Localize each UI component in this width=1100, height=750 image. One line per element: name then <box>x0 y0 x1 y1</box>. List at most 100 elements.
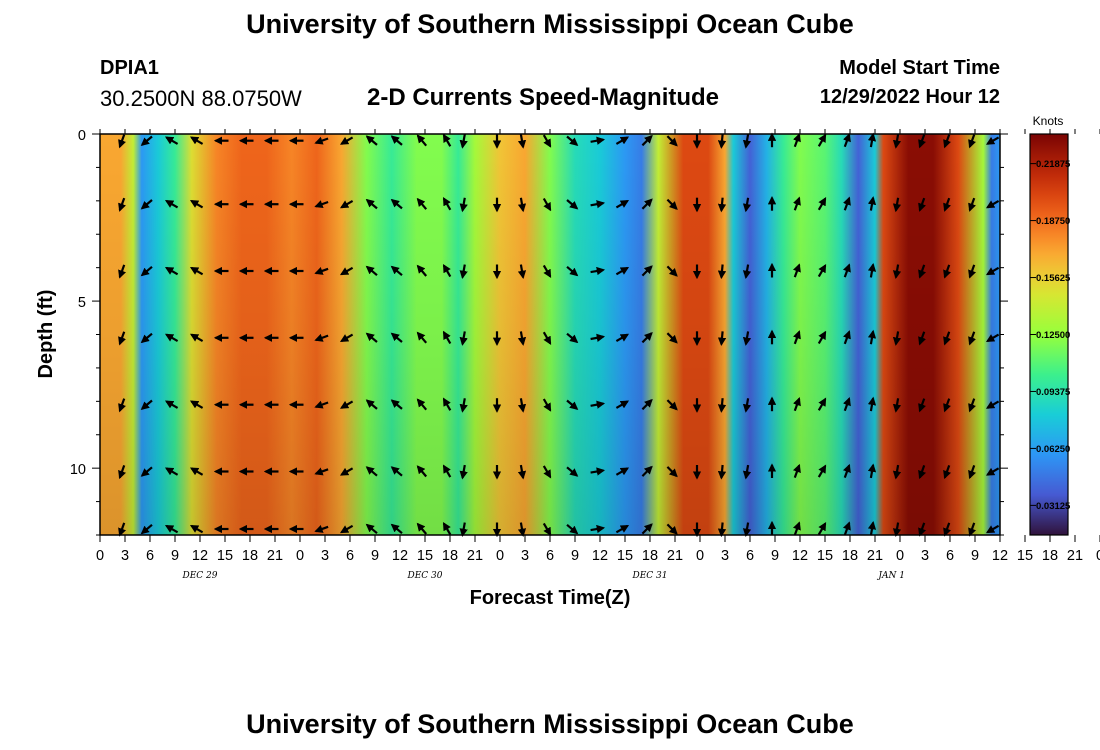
current-arrow <box>817 397 827 411</box>
current-arrow <box>566 199 579 210</box>
x-tick-label: 6 <box>546 548 554 564</box>
current-arrow <box>717 134 727 149</box>
current-arrow <box>666 332 678 344</box>
current-arrow <box>666 466 678 478</box>
current-arrow <box>985 199 1000 209</box>
current-arrow <box>641 465 653 477</box>
current-arrow <box>590 136 606 145</box>
current-arrow <box>742 197 752 213</box>
current-arrow <box>442 133 452 147</box>
current-arrow <box>615 400 630 409</box>
x-tick-label: 12 <box>192 548 208 564</box>
current-arrow <box>892 197 902 213</box>
current-arrow <box>817 263 827 278</box>
current-arrow <box>416 331 428 344</box>
current-arrow <box>968 398 977 413</box>
current-arrow <box>615 136 630 145</box>
current-arrow <box>892 331 902 346</box>
current-arrow <box>459 464 468 480</box>
x-tick-label: 6 <box>346 548 354 564</box>
current-arrow <box>985 524 1000 534</box>
current-arrow <box>968 264 977 279</box>
current-arrow <box>742 264 752 280</box>
current-arrow <box>943 197 952 212</box>
x-tick-label: 21 <box>867 548 883 564</box>
x-axis: 0 3 6 9 12 15 18 21 0 3 6 9 12 15 18 21 0 3 6 9 12 15 18 21 0 3 6 9… <box>96 129 1100 581</box>
current-arrow <box>892 134 902 149</box>
current-arrow <box>666 265 678 277</box>
current-arrow <box>867 396 877 412</box>
current-arrow <box>792 330 801 345</box>
current-arrow <box>615 467 630 476</box>
current-arrow <box>140 199 153 210</box>
current-arrow <box>968 331 977 346</box>
current-arrow <box>892 264 902 280</box>
current-arrow <box>867 520 877 536</box>
x-tick-label: 12 <box>992 548 1008 564</box>
current-arrow <box>566 265 579 277</box>
model-start-value: 12/29/2022 Hour 12 <box>819 86 1000 108</box>
colorbar-tick-label: 0.09375 <box>1036 387 1071 398</box>
current-arrow <box>442 330 452 345</box>
current-arrow <box>442 263 452 278</box>
x-tick-label: 15 <box>217 548 233 564</box>
x-tick-label: 18 <box>642 548 658 564</box>
x-tick-label: 0 <box>496 548 504 564</box>
x-tick-label: 9 <box>771 548 779 564</box>
current-arrow <box>985 467 1000 476</box>
current-arrow <box>943 331 952 346</box>
current-arrow <box>641 198 653 210</box>
y-tick-label: 5 <box>78 295 86 311</box>
current-arrow <box>416 134 428 147</box>
x-axis-label: Forecast Time(Z) <box>470 587 631 609</box>
current-arrow <box>365 523 378 535</box>
current-arrow <box>566 523 579 535</box>
current-arrow <box>314 200 329 209</box>
main-title: University of Southern Mississippi Ocean… <box>246 9 854 39</box>
y-tick-label: 0 <box>78 128 86 144</box>
current-arrow <box>517 134 527 149</box>
colorbar-tick-label: 0.15625 <box>1036 273 1071 284</box>
x-tick-label: 21 <box>267 548 283 564</box>
colorbar-tick-label: 0.21875 <box>1036 159 1071 170</box>
current-arrow <box>666 399 678 411</box>
current-arrow <box>717 331 727 346</box>
current-arrow <box>792 263 801 278</box>
current-arrow <box>717 522 727 538</box>
current-arrow <box>339 467 354 476</box>
x-tick-label: 15 <box>1017 548 1033 564</box>
current-arrow <box>314 333 329 342</box>
colorbar-tick-label: 0.03125 <box>1036 501 1071 512</box>
date-label: JAN 1 <box>876 571 905 581</box>
current-arrow <box>842 196 851 211</box>
current-arrow <box>118 465 127 480</box>
current-arrow <box>442 521 452 536</box>
current-arrow <box>892 398 902 413</box>
current-arrow <box>792 397 801 412</box>
current-arrow <box>459 264 468 280</box>
current-arrow <box>792 521 801 536</box>
x-tick-label: 6 <box>146 548 154 564</box>
current-arrow <box>365 265 378 277</box>
current-arrow <box>164 524 179 534</box>
current-arrow <box>390 399 403 410</box>
current-arrow <box>717 197 727 213</box>
current-arrow <box>390 198 403 210</box>
current-arrow <box>459 522 468 538</box>
current-arrow <box>189 467 204 476</box>
current-arrow <box>590 524 606 534</box>
x-tick-label: 6 <box>746 548 754 564</box>
current-arrow <box>339 333 354 343</box>
x-tick-label: 9 <box>371 548 379 564</box>
x-tick-label: 9 <box>971 548 979 564</box>
x-tick-label: 18 <box>842 548 858 564</box>
current-arrow <box>590 266 606 276</box>
date-label: DEC 30 <box>407 571 443 581</box>
current-arrow <box>140 265 153 277</box>
current-arrow <box>517 464 527 480</box>
current-arrow <box>442 464 452 478</box>
current-arrow <box>867 196 877 211</box>
current-arrow <box>542 134 552 148</box>
current-arrow <box>943 134 952 149</box>
